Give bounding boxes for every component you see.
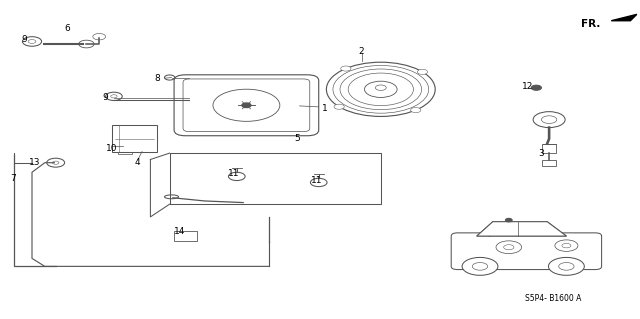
Text: 6: 6 (65, 24, 70, 33)
Ellipse shape (213, 89, 280, 121)
Circle shape (334, 104, 344, 109)
FancyBboxPatch shape (174, 75, 319, 136)
Circle shape (506, 219, 512, 222)
Circle shape (93, 33, 106, 40)
Text: 2: 2 (359, 47, 364, 56)
Circle shape (79, 40, 94, 48)
Circle shape (541, 116, 557, 123)
Bar (174, 231, 197, 241)
Circle shape (548, 257, 584, 275)
Circle shape (116, 144, 124, 147)
Text: 7: 7 (10, 174, 15, 183)
Text: 10: 10 (106, 144, 118, 153)
Ellipse shape (164, 195, 179, 199)
Bar (542, 144, 556, 153)
Circle shape (52, 161, 59, 164)
Circle shape (111, 95, 117, 98)
Circle shape (555, 240, 578, 251)
Text: 9: 9 (22, 35, 27, 44)
Circle shape (340, 66, 351, 71)
Text: FR.: FR. (581, 19, 600, 29)
Text: 13: 13 (29, 158, 41, 167)
Circle shape (116, 130, 124, 134)
Circle shape (496, 241, 522, 254)
Bar (112, 125, 157, 152)
Text: 4: 4 (135, 158, 140, 167)
Circle shape (559, 263, 574, 270)
Bar (542, 160, 556, 166)
Text: 8: 8 (154, 74, 159, 83)
Circle shape (462, 257, 498, 275)
Text: 5: 5 (295, 134, 300, 143)
Text: 14: 14 (173, 227, 185, 236)
Circle shape (562, 243, 571, 248)
Circle shape (22, 37, 42, 46)
Circle shape (106, 92, 122, 100)
Text: 3: 3 (538, 149, 543, 158)
Text: S5P4- B1600 A: S5P4- B1600 A (525, 294, 582, 303)
Circle shape (164, 75, 175, 80)
Text: 12: 12 (522, 82, 534, 91)
Circle shape (533, 112, 565, 128)
Circle shape (242, 103, 251, 108)
Bar (118, 149, 132, 154)
FancyBboxPatch shape (451, 233, 602, 270)
Circle shape (417, 69, 428, 74)
Circle shape (504, 245, 514, 250)
Circle shape (411, 108, 421, 113)
Circle shape (531, 85, 541, 90)
Circle shape (310, 178, 327, 187)
Circle shape (228, 172, 245, 181)
Polygon shape (611, 14, 637, 21)
Text: 11: 11 (311, 176, 323, 185)
Circle shape (472, 263, 488, 270)
Circle shape (326, 62, 435, 116)
Circle shape (365, 81, 397, 98)
Text: 11: 11 (228, 169, 239, 178)
Text: 9: 9 (103, 93, 108, 102)
Polygon shape (477, 222, 566, 236)
Circle shape (47, 158, 65, 167)
Circle shape (28, 40, 36, 43)
Text: 1: 1 (323, 104, 328, 113)
